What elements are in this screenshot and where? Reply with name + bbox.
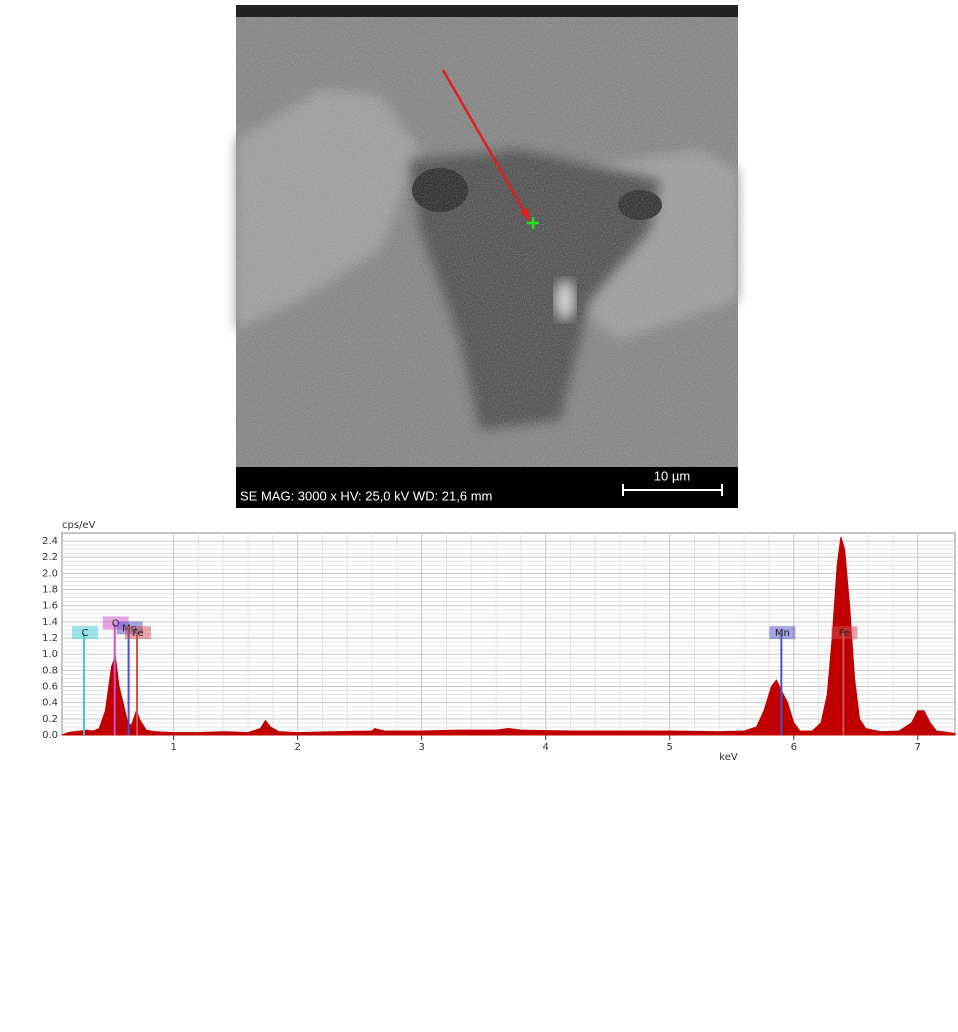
- figure: SE MAG: 3000 x HV: 25,0 kV WD: 21,6 mm 1…: [0, 0, 958, 1028]
- element-label: Mn: [775, 628, 790, 639]
- y-tick-label: 0.2: [42, 714, 58, 725]
- y-tick-label: 0.4: [42, 698, 58, 709]
- y-tick-label: 0.8: [42, 665, 58, 676]
- y-tick-label: 0.0: [42, 730, 58, 741]
- y-tick-label: 2.2: [42, 552, 58, 563]
- x-tick-label: 2: [294, 742, 300, 753]
- element-label: Fe: [132, 628, 143, 639]
- spectrum: 0.0 0.2 0.4 0.6 0.8 1.0 1.2 1.4 1.6 1.8 2.0 2.2 2.4 1…: [42, 520, 955, 763]
- image-caption: SE MAG: 3000 x HV: 25,0 kV WD: 21,6 mm: [240, 488, 492, 503]
- y-tick-label: 1.6: [42, 601, 58, 612]
- x-axis-label: keV: [719, 752, 738, 763]
- y-tick-label: 2.4: [42, 536, 58, 547]
- x-tick-label: 7: [915, 742, 921, 753]
- y-tick-label: 1.0: [42, 649, 58, 660]
- x-tick-label: 5: [667, 742, 673, 753]
- y-tick-label: 0.6: [42, 682, 58, 693]
- scale-bar-label: 10 µm: [654, 468, 690, 483]
- x-tick-label: 6: [791, 742, 797, 753]
- x-tick-label: 1: [170, 742, 176, 753]
- sem-image: SE MAG: 3000 x HV: 25,0 kV WD: 21,6 mm 1…: [236, 5, 738, 508]
- y-axis-label: cps/eV: [62, 520, 96, 531]
- x-tick-label: 4: [543, 742, 549, 753]
- page: SE MAG: 3000 x HV: 25,0 kV WD: 21,6 mm 1…: [0, 0, 958, 1028]
- element-label: C: [81, 628, 88, 639]
- y-tick-label: 1.8: [42, 585, 58, 596]
- x-tick-label: 3: [418, 742, 424, 753]
- y-tick-label: 2.0: [42, 568, 58, 579]
- y-tick-label: 1.4: [42, 617, 58, 628]
- element-label: Fe: [839, 628, 850, 639]
- y-tick-label: 1.2: [42, 633, 58, 644]
